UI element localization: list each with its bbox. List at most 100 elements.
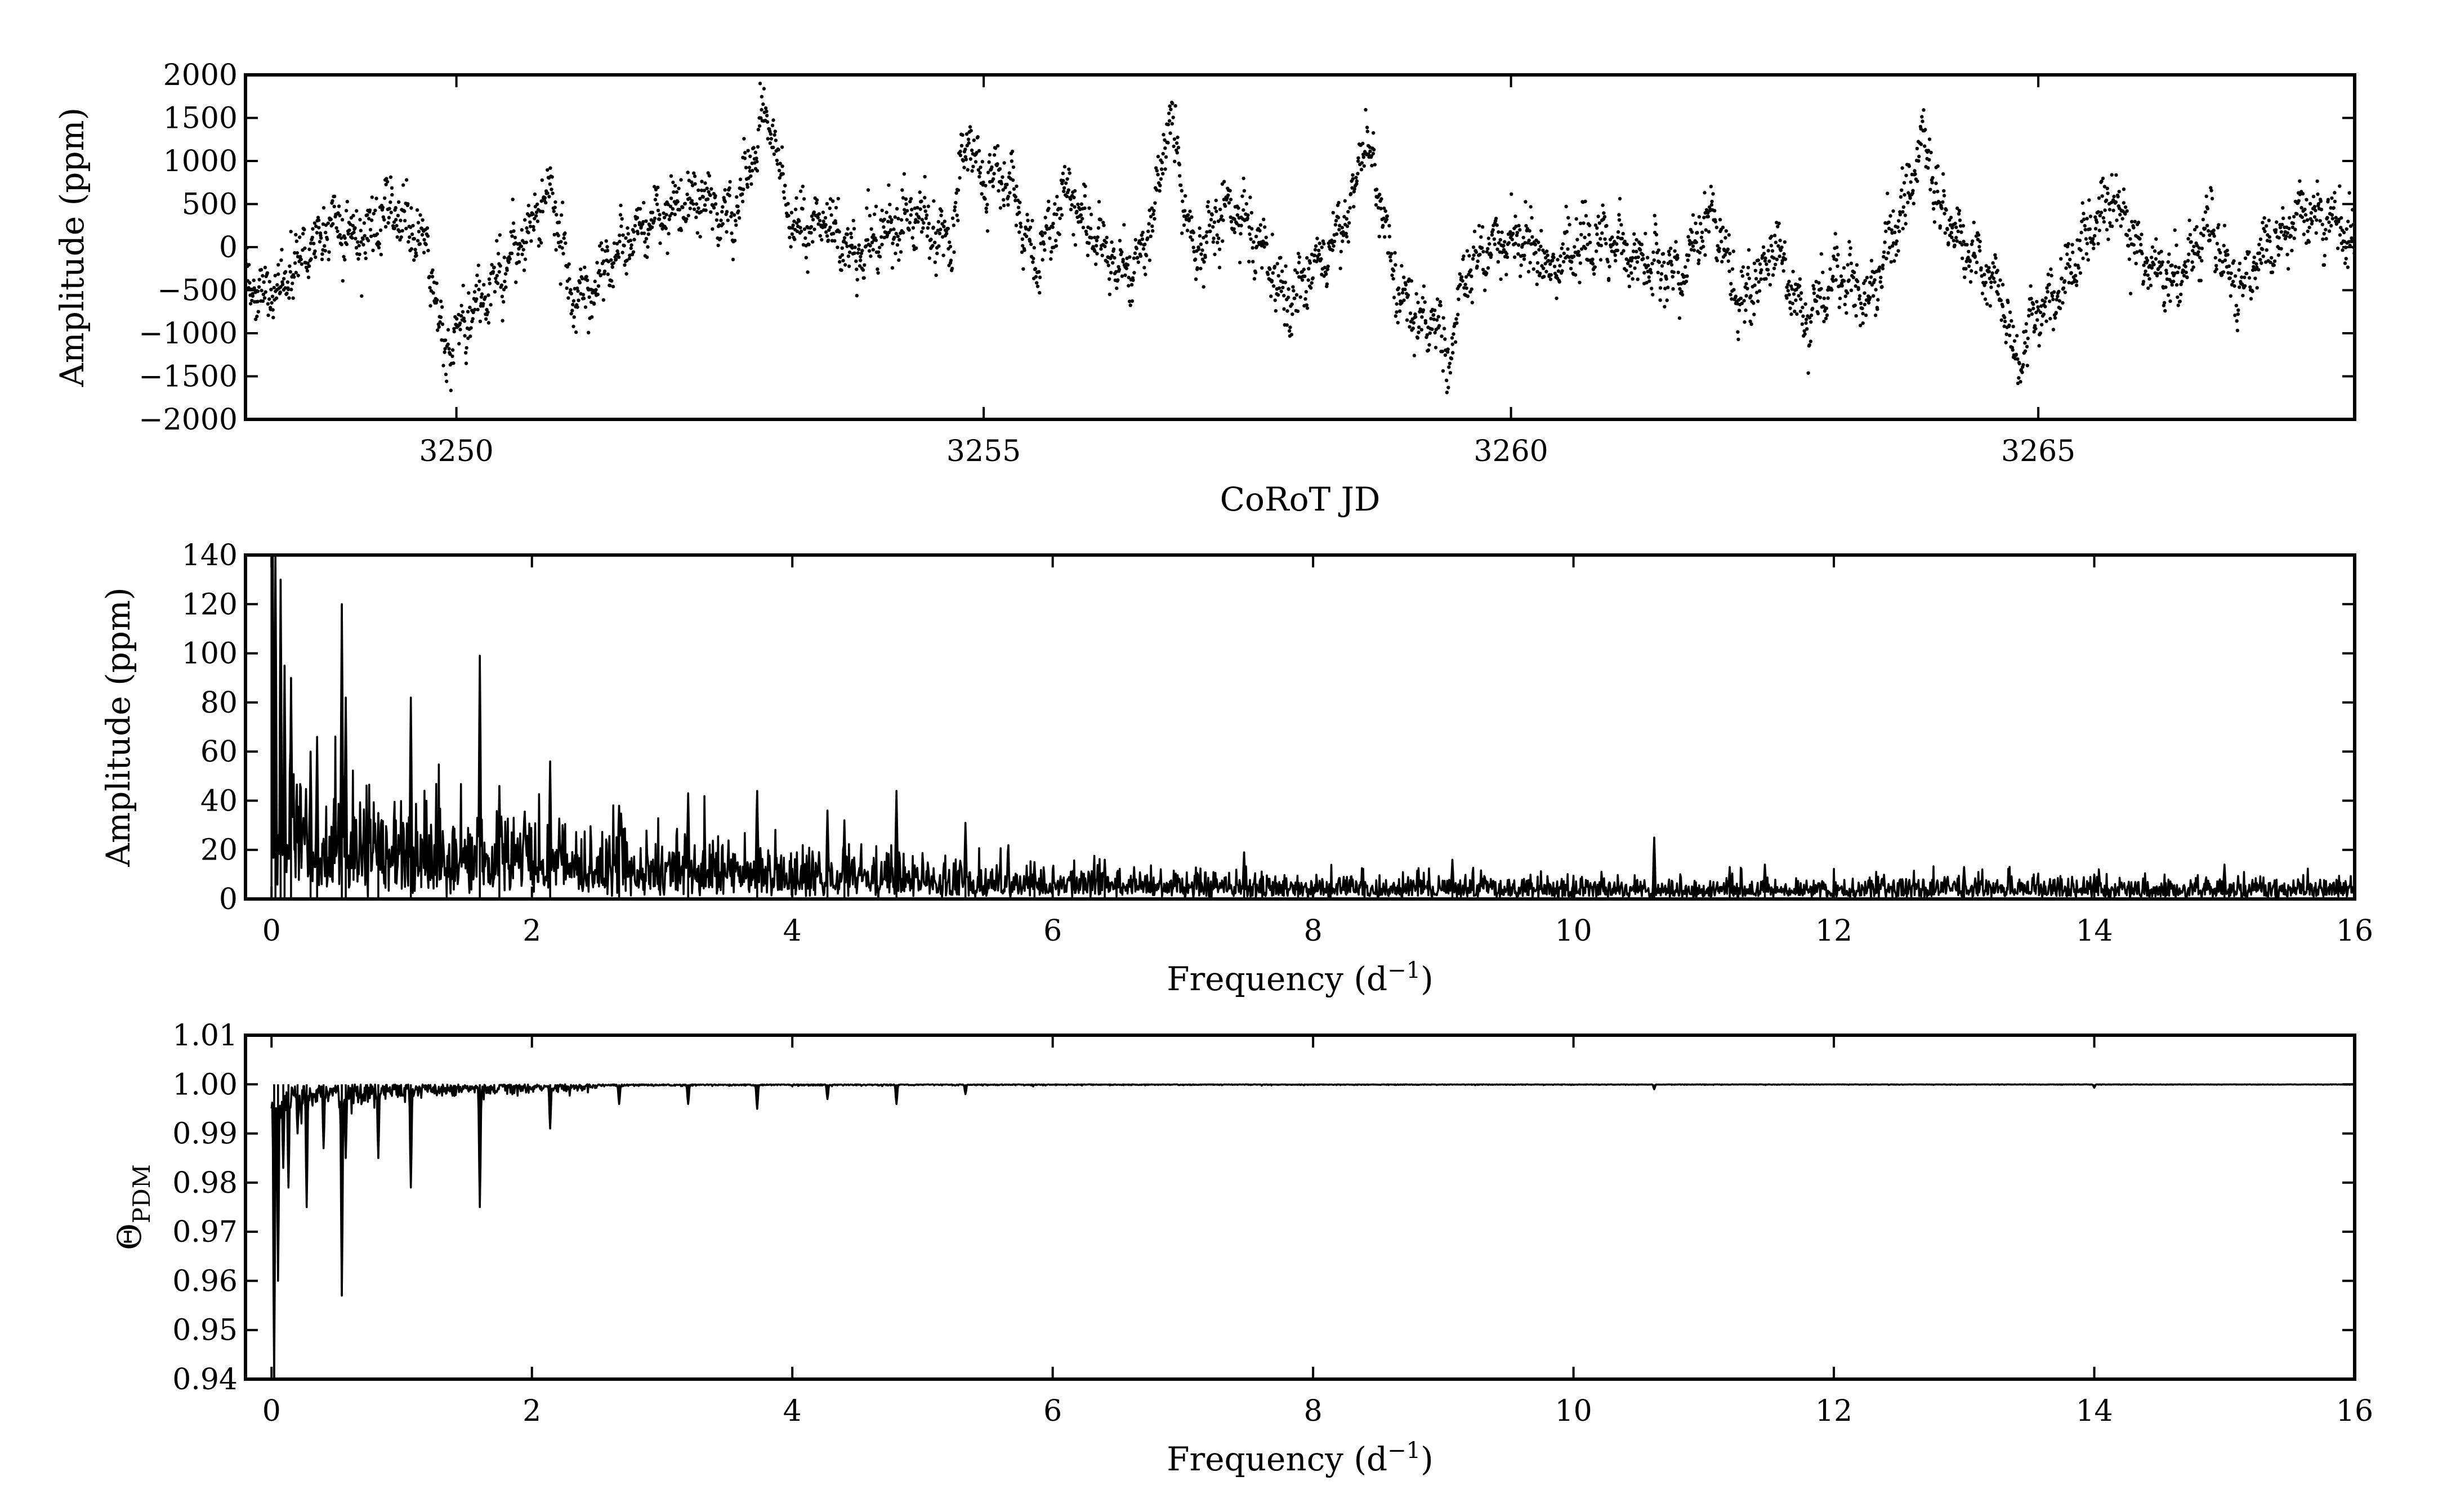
- light-curve-point: [2105, 227, 2109, 232]
- light-curve-point: [766, 137, 770, 141]
- light-curve-point: [751, 169, 754, 173]
- light-curve-point: [1880, 285, 1884, 289]
- light-curve-point: [792, 220, 796, 223]
- light-curve-point: [1435, 297, 1440, 301]
- light-curve-point: [2285, 231, 2289, 235]
- light-curve-point: [1435, 318, 1439, 322]
- light-curve-point: [248, 302, 253, 306]
- light-curve-point: [1878, 280, 1882, 284]
- light-curve-point: [1137, 239, 1142, 243]
- light-curve-point: [1917, 159, 1921, 163]
- light-curve-point: [1141, 230, 1145, 235]
- light-curve-point: [923, 175, 927, 179]
- light-curve-point: [1811, 284, 1815, 288]
- light-curve-point: [718, 236, 722, 240]
- light-curve-point: [1089, 236, 1093, 240]
- light-curve-point: [331, 199, 334, 203]
- light-curve-point: [2028, 308, 2032, 312]
- light-curve-point: [602, 259, 606, 263]
- light-curve-point: [1578, 280, 1582, 284]
- light-curve-point: [1606, 260, 1610, 264]
- light-curve-point: [439, 315, 443, 319]
- light-curve-point: [1544, 256, 1548, 260]
- light-curve-point: [435, 281, 439, 285]
- light-curve-point: [1967, 249, 1971, 254]
- light-curve-point: [945, 231, 949, 235]
- light-curve-point: [862, 276, 866, 280]
- light-curve-point: [889, 228, 893, 232]
- light-curve-point: [968, 157, 973, 161]
- light-curve-point: [699, 210, 703, 214]
- light-curve-point: [1500, 230, 1504, 234]
- light-curve-point: [1764, 277, 1768, 281]
- light-curve-point: [2292, 214, 2296, 219]
- light-curve-point: [1528, 229, 1531, 233]
- light-curve-point: [1485, 250, 1489, 254]
- y-tick-label: 120: [182, 588, 238, 621]
- light-curve-point: [1258, 229, 1262, 232]
- light-curve-point: [309, 257, 313, 261]
- light-curve-point: [389, 175, 393, 179]
- light-curve-point: [1208, 229, 1212, 234]
- light-curve-point: [1560, 247, 1564, 250]
- light-curve-point: [1752, 312, 1756, 316]
- light-curve-point: [1889, 260, 1893, 264]
- light-curve-point: [1729, 281, 1733, 286]
- light-curve-point: [987, 160, 991, 164]
- light-curve-point: [2191, 265, 2195, 269]
- light-curve-point: [2215, 241, 2220, 245]
- light-curve-point: [252, 286, 256, 290]
- light-curve-point: [2011, 348, 2015, 352]
- light-curve-point: [2247, 276, 2252, 280]
- light-curve-point: [1953, 221, 1957, 226]
- light-curve-point: [2214, 263, 2218, 268]
- light-curve-point: [922, 221, 926, 225]
- light-curve-point: [903, 211, 907, 215]
- light-curve-point: [1781, 269, 1785, 273]
- light-curve-point: [394, 205, 398, 210]
- light-curve-point: [1116, 278, 1120, 282]
- light-curve-point: [798, 189, 803, 193]
- light-curve-point: [1246, 213, 1250, 217]
- light-curve-point: [1210, 213, 1214, 217]
- light-curve-point: [1150, 224, 1154, 228]
- light-curve-point: [823, 216, 828, 220]
- light-curve-point: [1099, 218, 1103, 222]
- light-curve-point: [1765, 262, 1769, 266]
- light-curve-point: [1669, 260, 1673, 263]
- light-curve-point: [2108, 221, 2112, 225]
- light-curve-point: [1152, 209, 1156, 213]
- light-curve-point: [772, 133, 776, 137]
- light-curve-point: [1658, 286, 1663, 290]
- light-curve-point: [1135, 247, 1139, 250]
- light-curve-point: [1392, 296, 1396, 299]
- light-curve-point: [1676, 270, 1680, 275]
- light-curve-point: [887, 183, 891, 187]
- light-curve-point: [815, 198, 819, 202]
- light-curve-point: [1461, 279, 1464, 283]
- light-curve-point: [2319, 199, 2323, 203]
- light-curve-point: [257, 278, 261, 281]
- light-curve-point: [1025, 213, 1029, 217]
- light-curve-point: [1041, 258, 1044, 262]
- light-curve-point: [1704, 228, 1708, 232]
- light-curve-point: [2344, 257, 2348, 261]
- light-curve-point: [1422, 284, 1426, 288]
- light-curve-point: [520, 252, 524, 257]
- light-curve-point: [629, 243, 633, 247]
- light-curve-point: [2008, 333, 2012, 337]
- y-tick-label: 140: [182, 539, 238, 572]
- light-curve-point: [1026, 218, 1030, 222]
- light-curve-point: [2123, 212, 2127, 216]
- light-curve-point: [1575, 238, 1579, 241]
- light-curve-point: [1394, 263, 1397, 267]
- light-curve-point: [968, 125, 972, 129]
- light-curve-point: [760, 108, 763, 112]
- light-curve-point: [474, 284, 478, 288]
- light-curve-point: [1374, 187, 1379, 191]
- light-curve-point: [552, 209, 556, 213]
- light-curve-point: [1664, 277, 1668, 281]
- light-curve-point: [264, 290, 267, 294]
- light-curve-point: [612, 241, 617, 245]
- light-curve-point: [1774, 240, 1778, 244]
